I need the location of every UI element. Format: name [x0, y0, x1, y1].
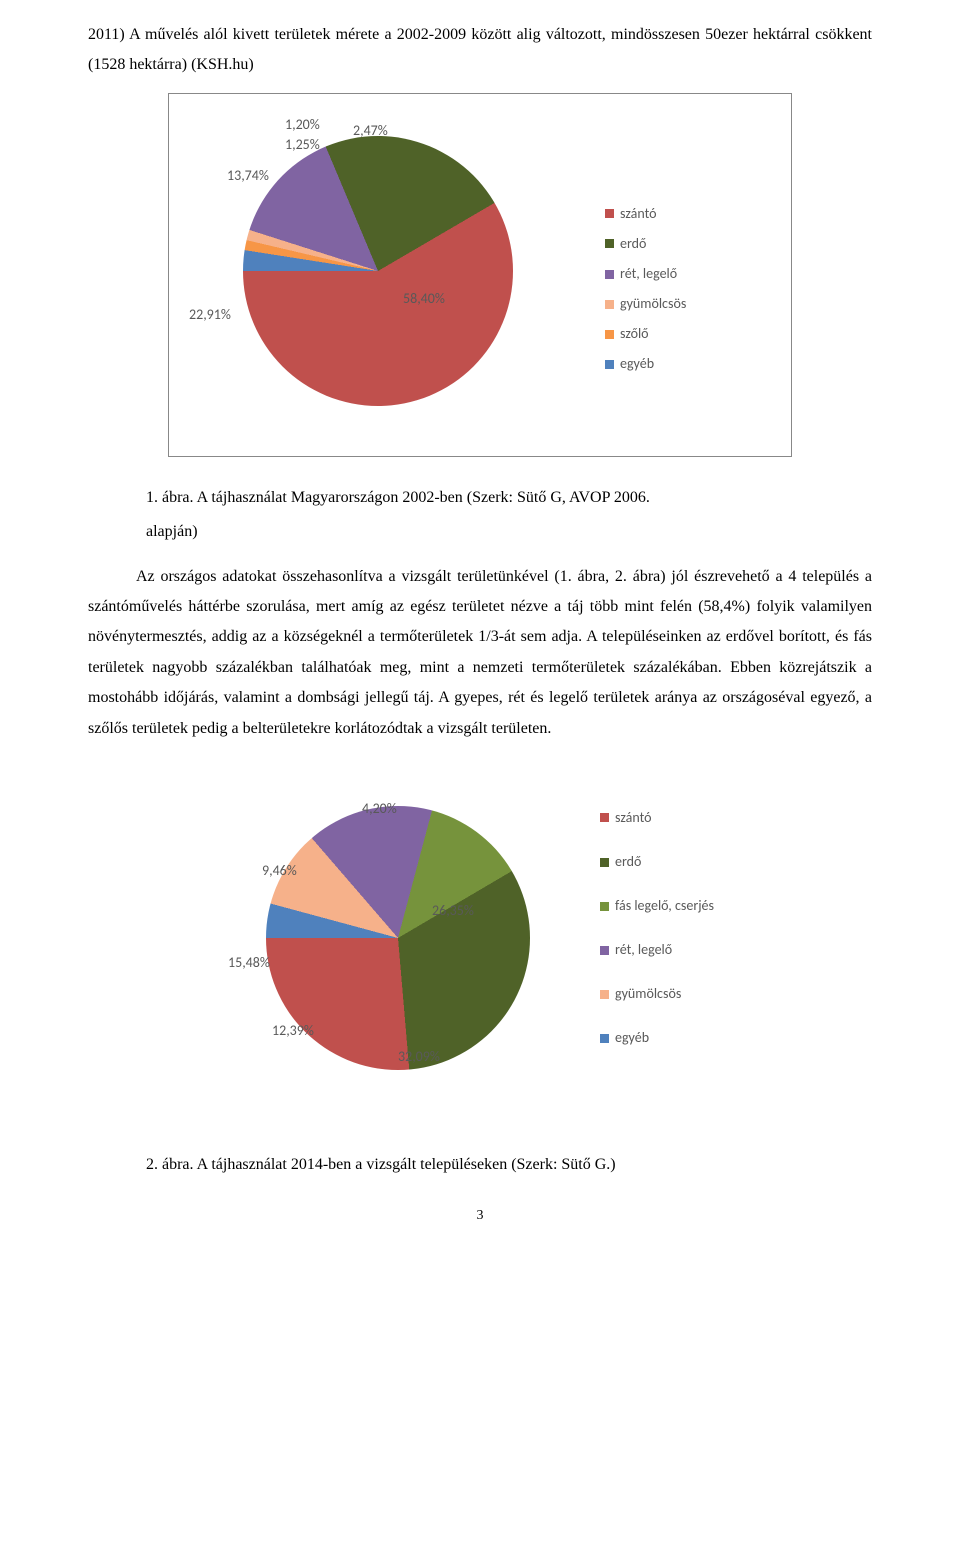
legend-label: gyümölcsös — [620, 296, 686, 312]
legend-item: egyéb — [600, 1030, 714, 1046]
legend-label: egyéb — [615, 1030, 649, 1046]
legend-label: erdő — [620, 236, 646, 252]
legend-swatch — [605, 239, 614, 248]
pie-slice-label: 32,09% — [398, 1048, 440, 1065]
legend-swatch — [600, 858, 609, 867]
pie-slice-label: 12,39% — [272, 1022, 314, 1039]
legend-label: gyümölcsös — [615, 986, 681, 1002]
legend-item: rét, legelő — [605, 266, 686, 282]
legend-item: szőlő — [605, 326, 686, 342]
chart-2-legend: szántó erdő fás legelő, cserjés rét, legelő… — [600, 810, 714, 1075]
legend-item: rét, legelő — [600, 942, 714, 958]
pie-slice-label: 15,48% — [228, 954, 270, 971]
legend-label: rét, legelő — [615, 942, 672, 958]
legend-swatch — [600, 813, 609, 822]
legend-label: erdő — [615, 854, 641, 870]
chart-2-frame: 26,35% 32,09% 12,39% 15,48% 9,46% 4,20% szánt… — [202, 756, 758, 1124]
chart-1-pie — [243, 136, 513, 406]
legend-swatch — [605, 360, 614, 369]
legend-swatch — [605, 270, 614, 279]
legend-swatch — [600, 902, 609, 911]
legend-swatch — [600, 1034, 609, 1043]
legend-swatch — [605, 300, 614, 309]
legend-item: gyümölcsös — [600, 986, 714, 1002]
pie-slice-label: 2,47% — [353, 122, 388, 139]
intro-paragraph: 2011) A művelés alól kivett területek mé… — [88, 20, 872, 81]
page-number: 3 — [88, 1208, 872, 1224]
legend-item: erdő — [605, 236, 686, 252]
pie-slice-label: 9,46% — [262, 862, 297, 879]
legend-item: gyümölcsös — [605, 296, 686, 312]
chart-2-caption: 2. ábra. A tájhasználat 2014-ben a vizsg… — [146, 1150, 872, 1180]
pie-slice-label: 13,74% — [227, 167, 269, 184]
pie-slice-label: 4,20% — [362, 800, 397, 817]
chart-1-caption-line1: 1. ábra. A tájhasználat Magyarországon 2… — [146, 483, 872, 513]
legend-item: egyéb — [605, 356, 686, 372]
chart-1-caption-line2: alapján) — [146, 517, 872, 547]
legend-label: szántó — [615, 810, 652, 826]
legend-item: erdő — [600, 854, 714, 870]
pie-slice-label: 58,40% — [403, 290, 445, 307]
body-paragraph: Az országos adatokat összehasonlítva a v… — [88, 562, 872, 744]
legend-item: szántó — [600, 810, 714, 826]
pie-slice-label: 22,91% — [189, 306, 231, 323]
legend-label: rét, legelő — [620, 266, 677, 282]
pie-slice-label: 1,20% — [285, 116, 320, 133]
legend-label: fás legelő, cserjés — [615, 898, 714, 914]
legend-swatch — [605, 209, 614, 218]
legend-label: szőlő — [620, 326, 649, 342]
legend-item: szántó — [605, 206, 686, 222]
chart-1-legend: szántó erdő rét, legelő gyümölcsös szőlő egyé… — [605, 206, 686, 387]
legend-swatch — [605, 330, 614, 339]
chart-1-frame: 58,40% 22,91% 13,74% 1,25% 1,20% 2,47% szántó… — [168, 93, 792, 457]
legend-label: egyéb — [620, 356, 654, 372]
legend-swatch — [600, 990, 609, 999]
pie-slice-label: 1,25% — [285, 136, 320, 153]
legend-swatch — [600, 946, 609, 955]
legend-label: szántó — [620, 206, 657, 222]
legend-item: fás legelő, cserjés — [600, 898, 714, 914]
pie-slice-label: 26,35% — [432, 902, 474, 919]
